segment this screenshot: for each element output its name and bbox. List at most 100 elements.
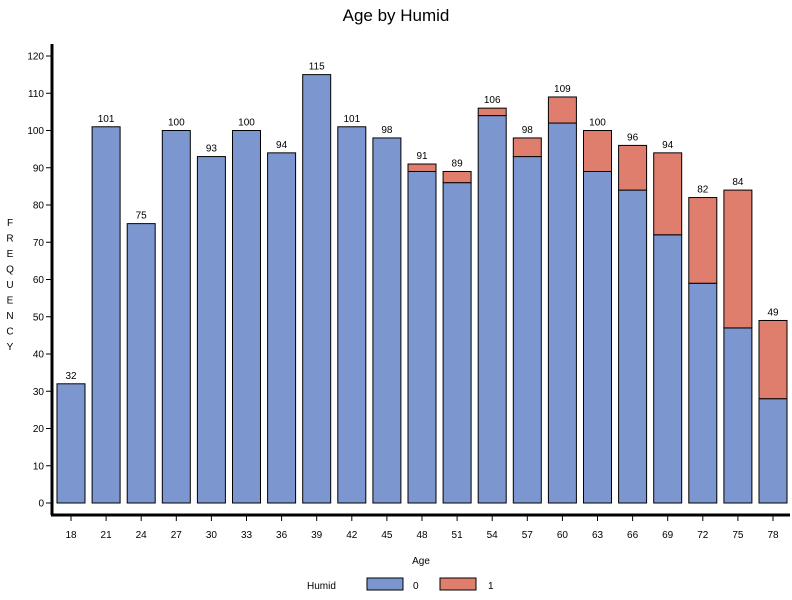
- y-axis-label-char: Q: [6, 265, 14, 276]
- bar-total-label: 98: [381, 125, 393, 136]
- bar-72-humid-0: [688, 282, 718, 504]
- data-labels: 32 101 75 100 93 100 94 115 101 98 91 89 106 98 109 100…: [65, 62, 779, 382]
- x-tick-label: 27: [171, 530, 183, 541]
- bar-57-humid-1: [512, 137, 542, 158]
- bar-total-label: 106: [484, 95, 501, 106]
- y-tick-label: 20: [33, 424, 45, 435]
- legend-title: Humid: [307, 581, 336, 592]
- bar-total-label: 94: [276, 140, 288, 151]
- bar-63-humid-0: [583, 170, 612, 504]
- x-tick-label: 63: [592, 530, 604, 541]
- bar-63-humid-1: [583, 130, 612, 172]
- bar-total-label: 101: [343, 114, 360, 125]
- x-tick-label: 75: [732, 530, 744, 541]
- bar-total-label: 32: [65, 371, 77, 382]
- y-tick-label: 120: [27, 52, 44, 63]
- bar-75-humid-1: [723, 189, 753, 329]
- bar-51-humid-0: [442, 182, 472, 504]
- x-tick-label: 42: [346, 530, 358, 541]
- bar-total-label: 100: [238, 118, 255, 129]
- y-axis-label-char: E: [7, 249, 14, 260]
- bar-24-humid-0: [126, 223, 156, 504]
- bar-48-humid-0: [407, 170, 437, 504]
- bar-21-humid-0: [91, 126, 121, 504]
- y-axis-label-char: C: [6, 327, 13, 338]
- x-tick-label: 72: [697, 530, 709, 541]
- x-tick-label: 60: [557, 530, 569, 541]
- bar-total-label: 75: [136, 211, 148, 222]
- bar-total-label: 91: [416, 151, 428, 162]
- x-tick-label: 33: [241, 530, 253, 541]
- bar-total-label: 98: [522, 125, 534, 136]
- legend-swatch-1: [439, 577, 477, 591]
- bar-total-label: 89: [452, 158, 464, 169]
- legend-label-0: 0: [413, 581, 419, 592]
- y-axis-label-char: N: [6, 311, 13, 322]
- x-tick-label: 45: [381, 530, 393, 541]
- bar-total-label: 93: [206, 144, 218, 155]
- x-tick-label: 21: [101, 530, 113, 541]
- bar-total-label: 94: [662, 140, 674, 151]
- bar-total-label: 100: [168, 118, 185, 129]
- bar-33-humid-0: [232, 130, 261, 504]
- bar-36-humid-0: [267, 152, 297, 504]
- x-tick-label: 48: [416, 530, 428, 541]
- x-tick-label: 18: [65, 530, 77, 541]
- bar-75-humid-0: [723, 327, 753, 504]
- legend-label-1: 1: [488, 581, 494, 592]
- bar-72-humid-1: [688, 197, 718, 284]
- bar-total-label: 100: [589, 118, 606, 129]
- bar-69-humid-1: [653, 152, 683, 236]
- bar-27-humid-0: [161, 130, 191, 504]
- x-tick-label: 78: [767, 530, 779, 541]
- x-axis: 18 21 24 27 30 33 36 39 42 45 48 51 54 57 60 63 66 69 72 75…: [65, 515, 779, 541]
- bar-18-humid-0: [56, 383, 86, 504]
- y-tick-label: 0: [38, 499, 44, 510]
- bar-total-label: 109: [554, 84, 571, 95]
- y-axis-label-char: Y: [7, 342, 14, 353]
- y-tick-label: 70: [33, 238, 45, 249]
- legend-swatch-0: [366, 577, 404, 591]
- y-tick-label: 10: [33, 461, 45, 472]
- bar-51-humid-1: [442, 170, 472, 184]
- x-tick-label: 54: [487, 530, 499, 541]
- bar-69-humid-0: [653, 234, 683, 504]
- x-tick-label: 66: [627, 530, 639, 541]
- bar-54-humid-1: [477, 107, 507, 117]
- x-tick-label: 51: [452, 530, 464, 541]
- bar-54-humid-0: [477, 115, 507, 504]
- y-tick-label: 90: [33, 163, 45, 174]
- y-tick-label: 30: [33, 387, 45, 398]
- x-tick-label: 69: [662, 530, 674, 541]
- bar-total-label: 49: [767, 307, 779, 318]
- bar-45-humid-0: [372, 137, 402, 504]
- bar-total-label: 96: [627, 132, 639, 143]
- bar-39-humid-0: [302, 74, 332, 504]
- bar-66-humid-1: [618, 144, 648, 191]
- x-tick-label: 30: [206, 530, 218, 541]
- legend: Humid 0 1: [307, 577, 494, 592]
- x-axis-label: Age: [412, 556, 430, 567]
- y-axis-label-char: F: [7, 218, 13, 229]
- bar-78-humid-1: [758, 319, 788, 400]
- y-tick-label: 100: [27, 126, 44, 137]
- bar-total-label: 84: [732, 177, 744, 188]
- y-tick-label: 110: [28, 89, 44, 100]
- bar-66-humid-0: [618, 189, 648, 504]
- y-tick-label: 60: [33, 275, 45, 286]
- y-tick-label: 40: [33, 350, 45, 361]
- x-tick-label: 24: [136, 530, 148, 541]
- bar-60-humid-0: [547, 122, 577, 504]
- x-tick-label: 39: [311, 530, 323, 541]
- bar-total-label: 115: [309, 62, 325, 73]
- bars: [56, 74, 788, 504]
- bar-total-label: 82: [697, 185, 709, 196]
- chart-title: Age by Humid: [343, 6, 450, 25]
- bar-57-humid-0: [512, 156, 542, 504]
- bar-total-label: 101: [98, 114, 115, 125]
- y-tick-label: 50: [33, 312, 45, 323]
- x-tick-label: 57: [522, 530, 534, 541]
- bar-78-humid-0: [758, 398, 788, 504]
